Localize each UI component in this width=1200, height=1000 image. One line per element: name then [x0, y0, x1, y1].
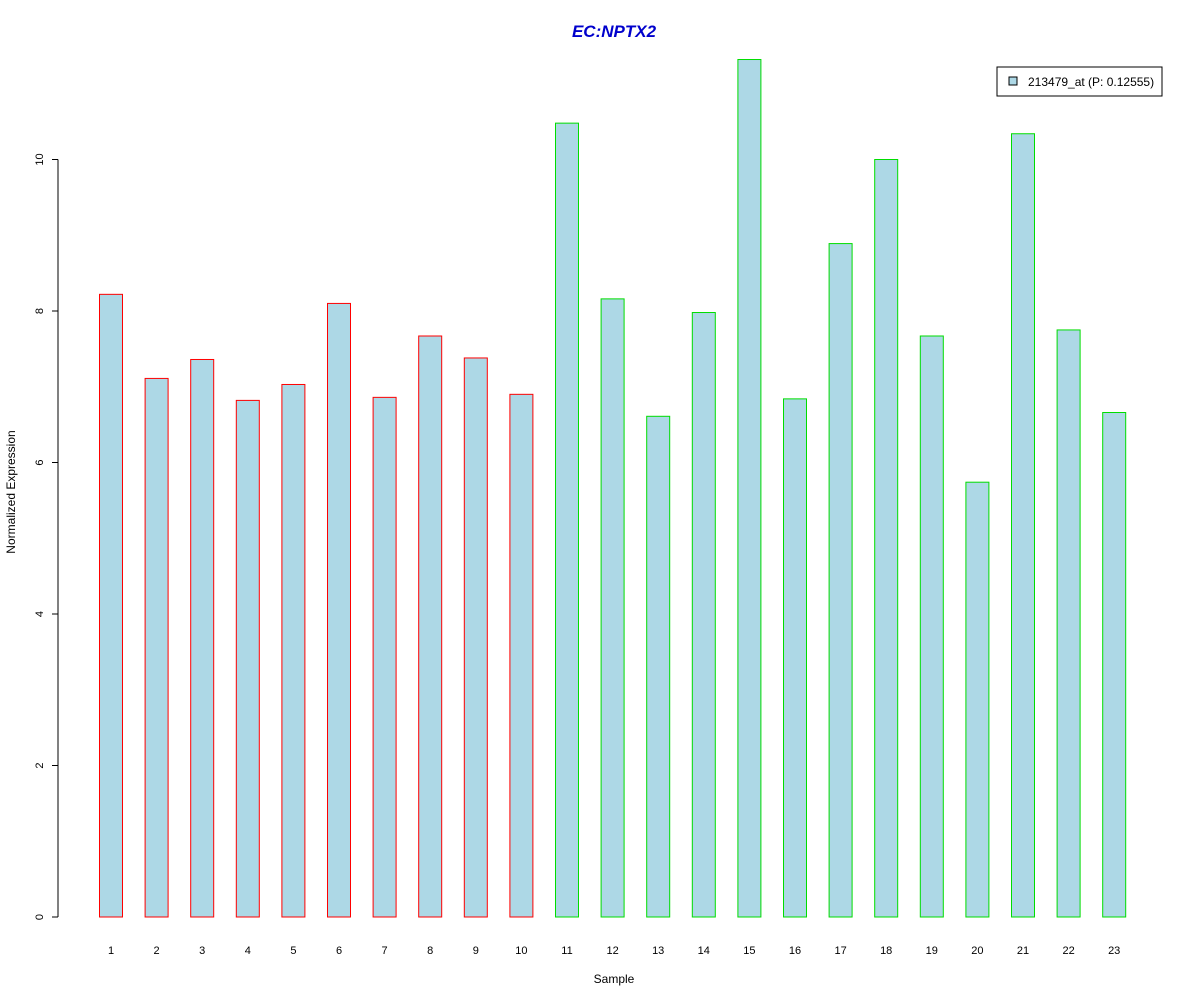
legend-box [996, 66, 1163, 97]
x-tick-label: 17 [834, 945, 846, 957]
bar [783, 398, 807, 918]
x-tick-label: 7 [382, 945, 388, 957]
bar [1011, 133, 1035, 918]
y-tick-label: 2 [34, 762, 46, 768]
x-tick-label: 3 [199, 945, 205, 957]
x-tick-label: 8 [427, 945, 433, 957]
bar [509, 393, 534, 918]
bar [235, 399, 260, 918]
x-tick-label: 20 [971, 945, 983, 957]
x-tick-label: 21 [1017, 945, 1029, 957]
x-tick-label: 16 [789, 945, 801, 957]
y-tick-label: 4 [34, 611, 46, 617]
y-axis: 0 2 4 6 8 10 [34, 153, 59, 920]
x-tick-label: 2 [154, 945, 160, 957]
bar [874, 159, 899, 918]
x-tick-label: 19 [926, 945, 938, 957]
bar [281, 383, 306, 918]
x-tick-label: 12 [606, 945, 618, 957]
x-tick-label: 22 [1062, 945, 1074, 957]
bar [1102, 412, 1127, 918]
bar [463, 357, 488, 918]
y-tick-label: 8 [34, 308, 46, 314]
x-tick-label: 9 [473, 945, 479, 957]
bar [418, 335, 443, 918]
x-tick-label: 18 [880, 945, 892, 957]
bar [828, 243, 853, 918]
y-tick-label: 0 [34, 914, 46, 920]
x-tick-label: 10 [515, 945, 527, 957]
bar [919, 335, 944, 918]
chart-title: EC:NPTX2 [572, 22, 657, 41]
x-tick-label: 23 [1108, 945, 1120, 957]
y-tick-label: 10 [34, 153, 46, 165]
x-tick-label: 4 [245, 945, 251, 957]
bars [99, 59, 1127, 918]
bar [965, 481, 990, 918]
y-axis-label: Normalized Expression [4, 430, 18, 553]
x-tick-label: 15 [743, 945, 755, 957]
x-tick-label: 5 [290, 945, 296, 957]
legend-label: 213479_at (P: 0.12555) [1028, 75, 1154, 89]
bar [1056, 329, 1081, 918]
x-tick-labels: 1 2 3 4 5 6 7 8 9 10 11 12 13 14 15 16 17 18 19 20 21 22 23 [108, 945, 1120, 957]
bar [144, 377, 169, 918]
bar [555, 122, 579, 918]
y-tick-label: 6 [34, 459, 46, 465]
bar [327, 302, 351, 918]
x-tick-label: 13 [652, 945, 664, 957]
bar [737, 59, 762, 918]
x-axis-label: Sample [594, 972, 635, 986]
bar [190, 358, 215, 918]
bar [372, 396, 397, 918]
bar [99, 293, 123, 918]
legend-swatch [1008, 76, 1018, 86]
x-tick-label: 1 [108, 945, 114, 957]
x-tick-label: 6 [336, 945, 342, 957]
bar [600, 298, 625, 918]
x-tick-label: 11 [561, 945, 572, 957]
legend: 213479_at (P: 0.12555) [996, 66, 1163, 97]
x-tick-label: 14 [698, 945, 710, 957]
bar [646, 415, 671, 918]
bar [691, 312, 716, 918]
